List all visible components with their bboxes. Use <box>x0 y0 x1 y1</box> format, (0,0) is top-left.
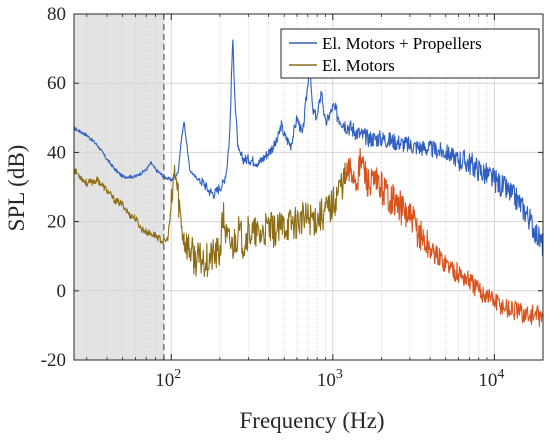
y-tick-label: 0 <box>57 281 67 302</box>
x-tick-label: 104 <box>478 367 504 391</box>
y-tick-label: -20 <box>41 350 66 371</box>
x-tick-label: 102 <box>155 367 181 391</box>
legend <box>280 28 540 79</box>
x-axis-label: Frequency (Hz) <box>240 408 385 433</box>
shaded-region <box>74 14 164 360</box>
y-axis-label: SPL (dB) <box>4 145 29 232</box>
y-tick-label: 80 <box>47 4 66 25</box>
y-tick-label: 20 <box>47 212 66 233</box>
y-tick-label: 40 <box>47 142 66 163</box>
series-line-el-motors <box>73 162 347 278</box>
legend-label: El. Motors <box>322 56 395 75</box>
axes-box <box>73 13 544 361</box>
legend-label: El. Motors + Propellers <box>322 34 482 53</box>
y-tick-label: 60 <box>47 73 66 94</box>
x-tick-label: 103 <box>317 367 343 391</box>
series-line-el-motors-propellers <box>73 39 544 257</box>
series-line-el-motors-high <box>345 147 544 328</box>
